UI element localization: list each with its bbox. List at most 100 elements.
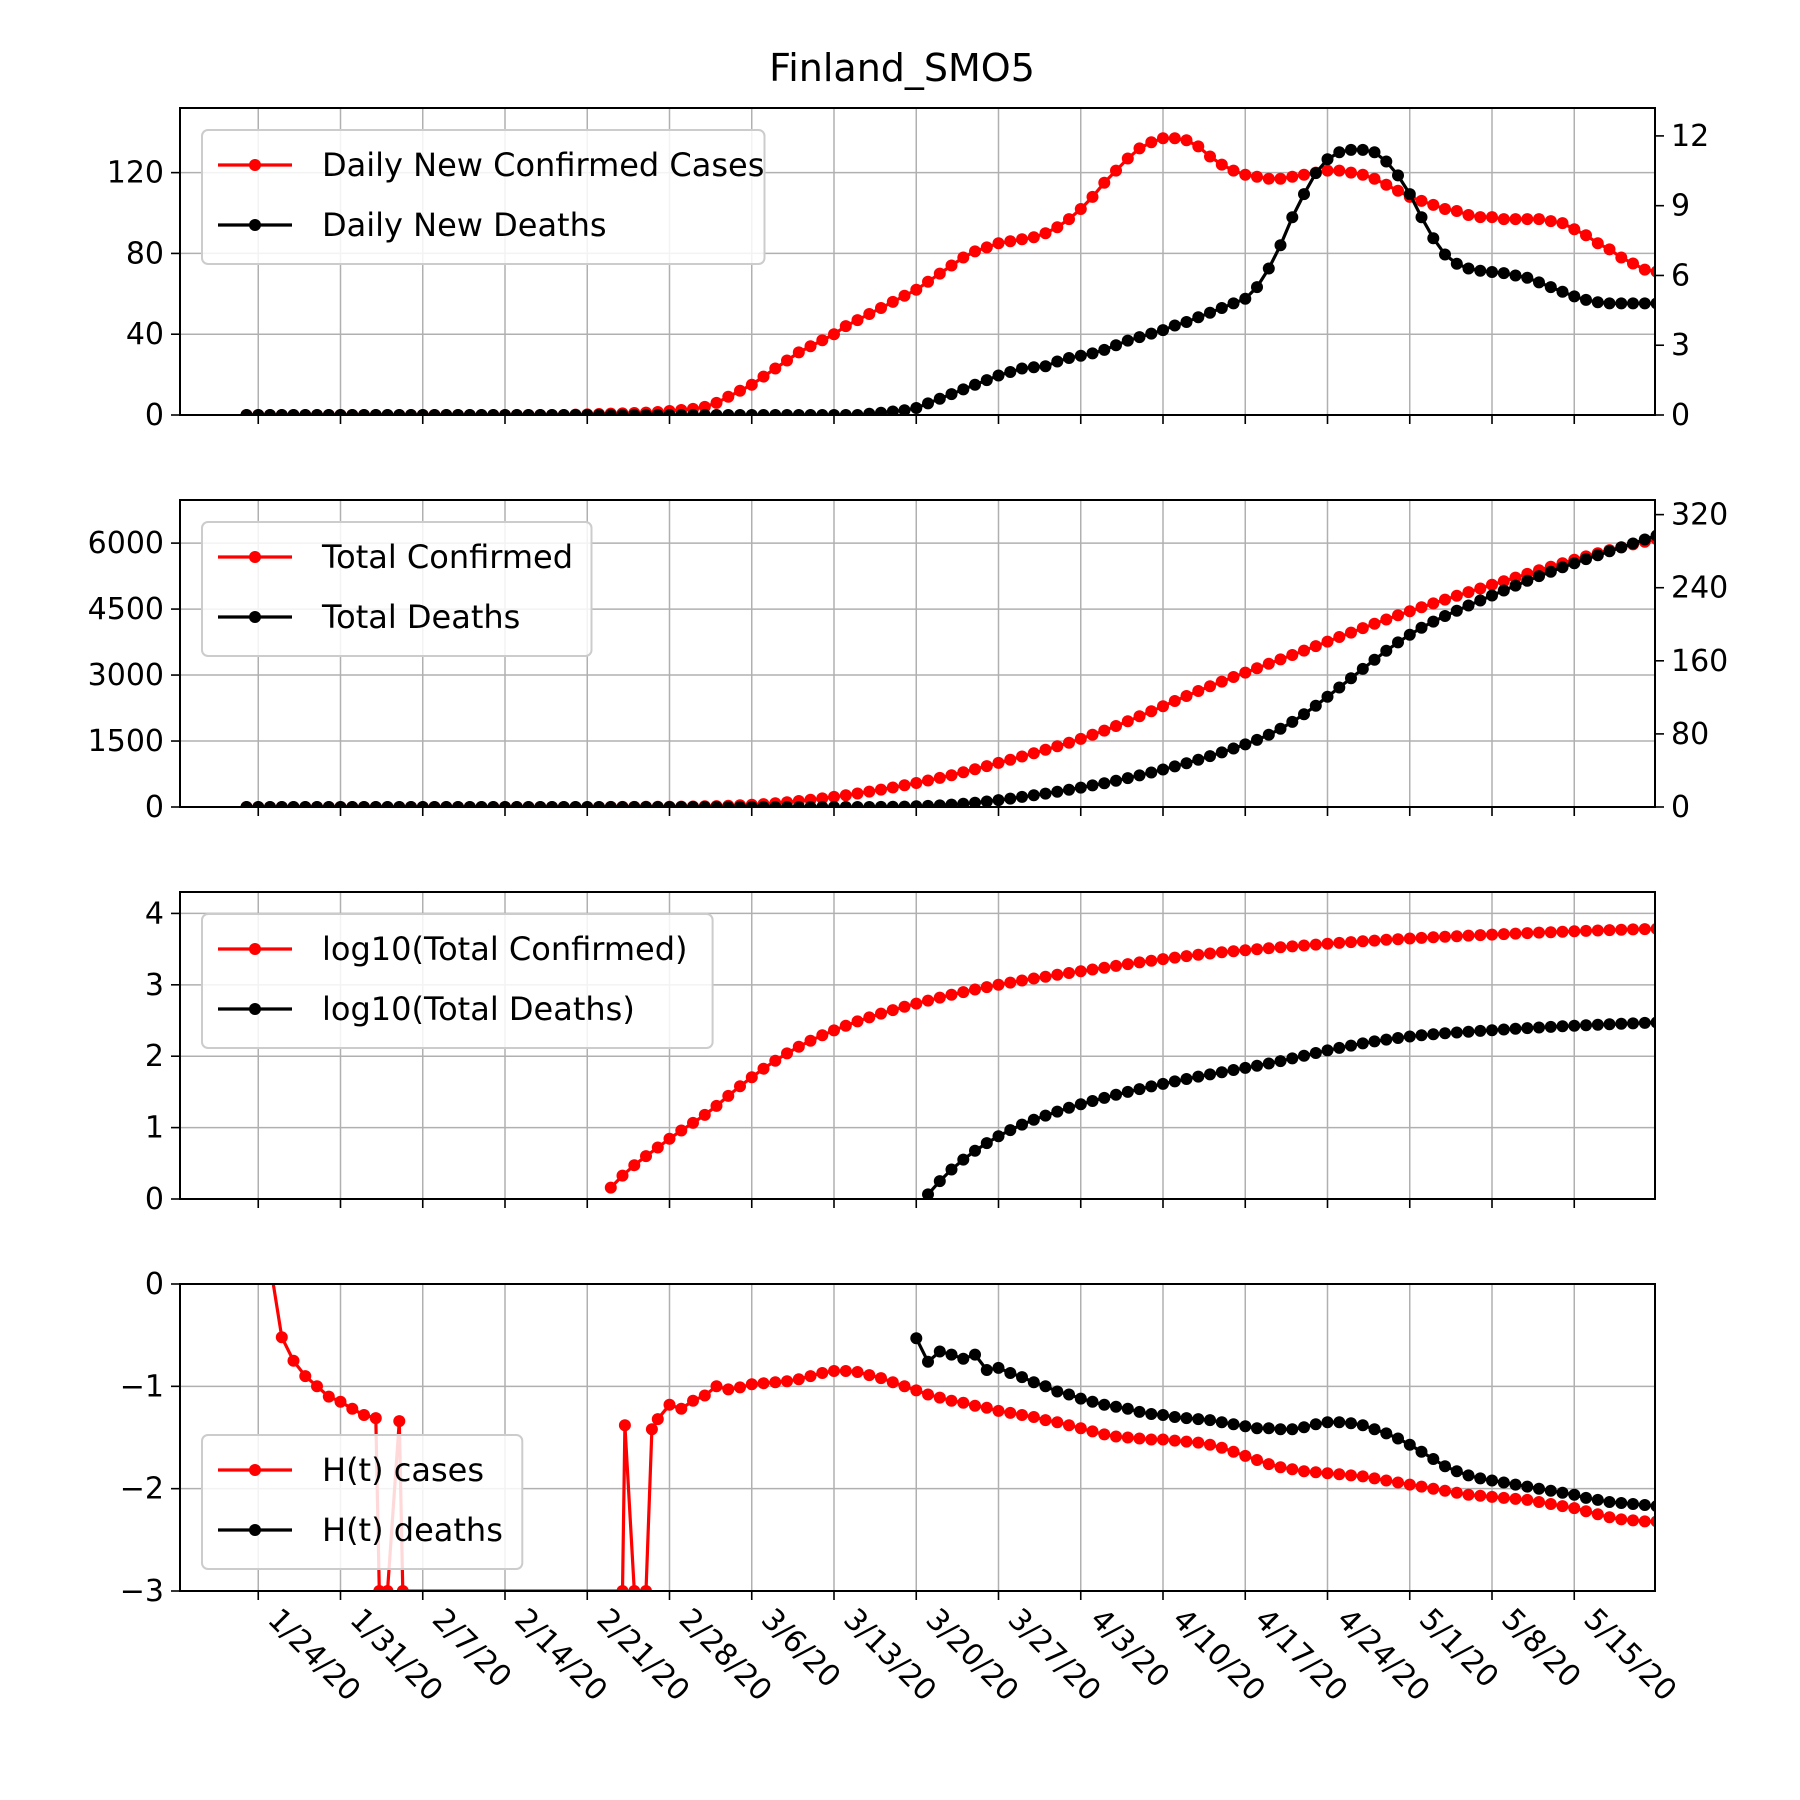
- data-point: [1603, 1496, 1616, 1508]
- data-point: [1239, 1420, 1252, 1433]
- data-point: [1168, 760, 1181, 773]
- data-point: [1356, 1037, 1369, 1050]
- data-point: [1039, 360, 1052, 373]
- data-point: [1004, 792, 1017, 805]
- data-point: [1027, 1113, 1040, 1126]
- data-point: [1215, 746, 1228, 759]
- data-point: [886, 295, 899, 308]
- data-point: [1462, 599, 1475, 612]
- data-point: [898, 779, 911, 792]
- data-point: [1227, 1445, 1240, 1458]
- data-point: [1051, 355, 1064, 368]
- y-tick-label-right: 3: [1671, 328, 1690, 363]
- y-tick-label-right: 160: [1671, 644, 1728, 679]
- data-point: [792, 1373, 805, 1386]
- data-point: [1133, 769, 1146, 782]
- data-point: [346, 801, 359, 807]
- data-point: [1121, 772, 1134, 785]
- data-point: [593, 801, 605, 807]
- data-point: [781, 1047, 793, 1060]
- data-point: [1110, 959, 1122, 972]
- data-point: [828, 801, 840, 807]
- data-point: [816, 409, 829, 415]
- data-point: [1051, 740, 1064, 753]
- data-point: [1474, 211, 1487, 224]
- data-point: [1074, 1392, 1087, 1405]
- data-point: [1180, 1073, 1193, 1085]
- data-point: [1509, 213, 1522, 226]
- data-point: [1274, 172, 1287, 185]
- data-point: [645, 1423, 658, 1436]
- data-point: [1274, 1423, 1287, 1436]
- data-point: [675, 1124, 688, 1137]
- data-point: [546, 801, 558, 807]
- data-point: [628, 801, 641, 807]
- data-point: [1192, 685, 1205, 697]
- data-point: [405, 801, 417, 807]
- data-point: [1204, 947, 1216, 960]
- data-point: [992, 369, 1005, 382]
- data-point: [992, 1361, 1005, 1374]
- data-point: [863, 308, 876, 320]
- data-point: [1251, 662, 1263, 675]
- data-point: [640, 1585, 652, 1591]
- data-point: [1286, 715, 1299, 728]
- legend-marker: [249, 551, 261, 563]
- data-point: [1627, 257, 1639, 270]
- data-point: [264, 1258, 276, 1270]
- data-point: [416, 409, 429, 415]
- data-point: [1309, 167, 1322, 180]
- data-point: [1039, 743, 1052, 756]
- data-point: [311, 1380, 323, 1393]
- data-point: [1533, 1482, 1545, 1495]
- data-point: [1251, 943, 1263, 956]
- data-point: [1168, 319, 1181, 332]
- data-point: [299, 409, 312, 415]
- data-point: [1627, 297, 1639, 310]
- data-point: [1004, 235, 1017, 248]
- data-point: [463, 409, 476, 415]
- data-point: [1638, 1499, 1651, 1511]
- data-point: [910, 777, 923, 789]
- data-point: [1662, 923, 1674, 935]
- plot-frame: [179, 891, 1656, 1200]
- data-point: [1215, 1441, 1228, 1454]
- data-point: [1650, 529, 1655, 542]
- data-point: [851, 787, 864, 800]
- y-tick-label-left: 0: [145, 1267, 164, 1302]
- data-point: [933, 392, 946, 405]
- data-point: [957, 1396, 970, 1409]
- data-point: [1098, 343, 1111, 356]
- legend: log10(Total Confirmed) log10(Total Deaths…: [201, 913, 714, 1049]
- data-point: [1580, 1019, 1592, 1032]
- data-point: [1462, 1469, 1475, 1482]
- data-point: [628, 409, 641, 415]
- data-point: [734, 409, 746, 415]
- data-point: [863, 1011, 876, 1024]
- data-point: [651, 801, 664, 807]
- data-point: [1591, 296, 1604, 309]
- data-point: [416, 801, 429, 807]
- data-point: [863, 785, 876, 798]
- data-point: [1027, 747, 1040, 760]
- data-point: [734, 384, 746, 397]
- data-point: [1439, 1027, 1451, 1040]
- data-point: [1204, 680, 1216, 693]
- data-point: [1615, 541, 1628, 554]
- data-point: [1262, 728, 1275, 741]
- data-point: [722, 1089, 735, 1102]
- data-point: [1168, 1434, 1181, 1447]
- data-point: [1462, 1488, 1475, 1501]
- series-deaths: [922, 1016, 1655, 1199]
- data-point: [1427, 1482, 1440, 1495]
- data-point: [1016, 974, 1028, 987]
- data-point: [804, 409, 817, 415]
- data-point: [428, 801, 441, 807]
- data-point: [992, 978, 1005, 991]
- data-point: [1192, 1070, 1205, 1083]
- data-point: [722, 390, 735, 403]
- data-point: [1392, 169, 1404, 182]
- data-point: [1074, 965, 1087, 978]
- data-point: [710, 1380, 723, 1393]
- data-point: [1098, 777, 1111, 790]
